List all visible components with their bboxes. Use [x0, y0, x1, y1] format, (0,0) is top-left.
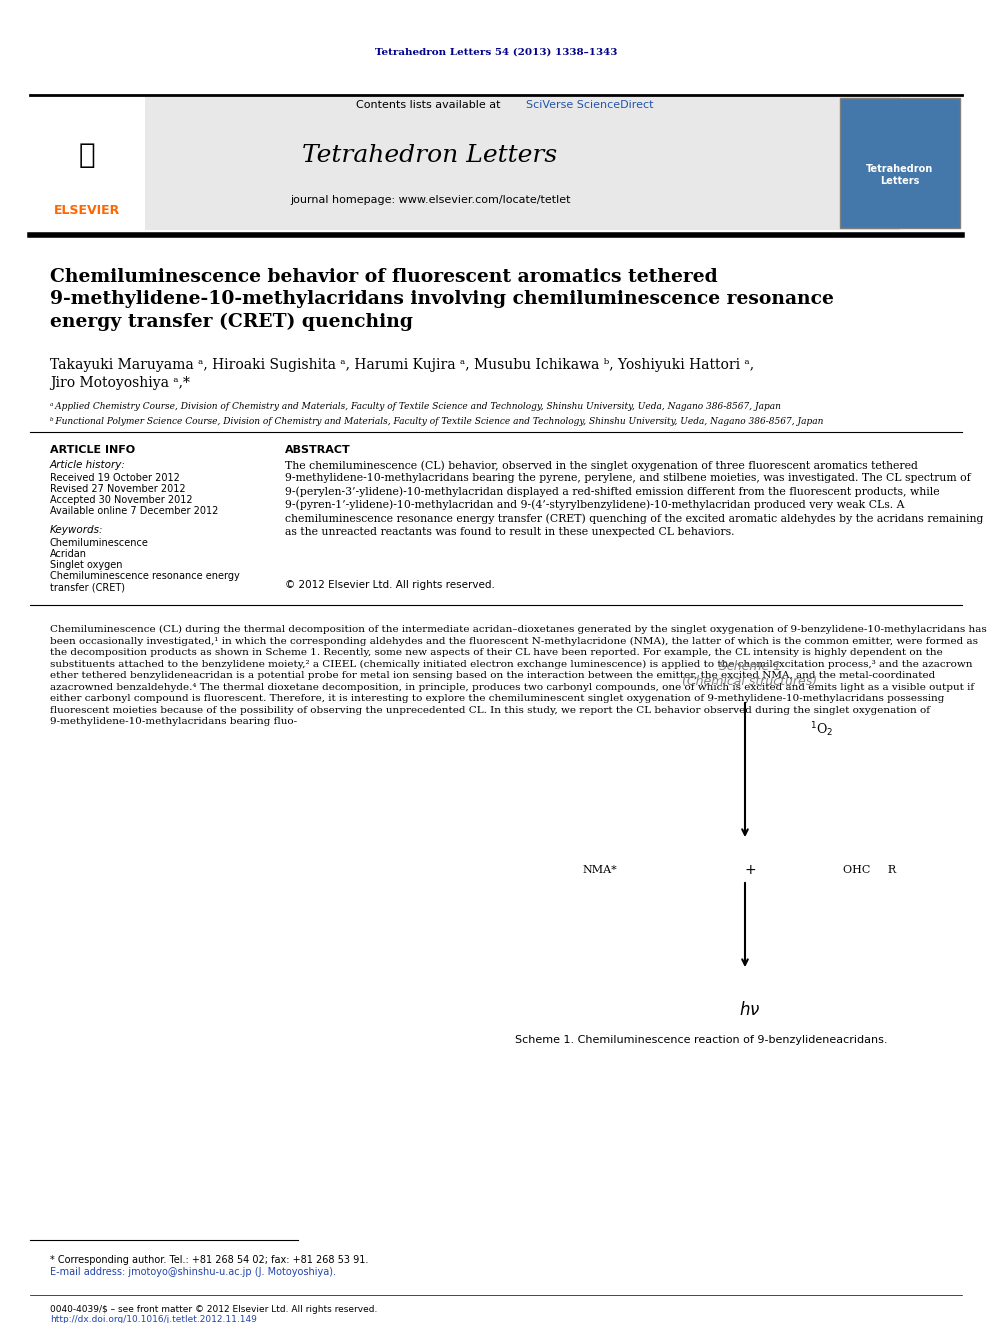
Text: +: + — [744, 863, 756, 877]
Text: http://dx.doi.org/10.1016/j.tetlet.2012.11.149: http://dx.doi.org/10.1016/j.tetlet.2012.… — [50, 1315, 257, 1323]
Text: Chemiluminescence: Chemiluminescence — [50, 538, 149, 548]
Text: © 2012 Elsevier Ltd. All rights reserved.: © 2012 Elsevier Ltd. All rights reserved… — [285, 579, 495, 590]
Text: Scheme 1. Chemiluminescence reaction of 9-benzylideneacridans.: Scheme 1. Chemiluminescence reaction of … — [515, 1035, 888, 1045]
Text: Available online 7 December 2012: Available online 7 December 2012 — [50, 505, 218, 516]
Text: Keywords:: Keywords: — [50, 525, 103, 534]
Text: Received 19 October 2012: Received 19 October 2012 — [50, 474, 180, 483]
Bar — [840, 98, 960, 228]
Text: Contents lists available at: Contents lists available at — [356, 101, 504, 110]
Text: NMA*: NMA* — [582, 865, 617, 875]
Text: Tetrahedron
Letters: Tetrahedron Letters — [866, 164, 933, 185]
Text: E-mail address: jmotoyo@shinshu-u.ac.jp (J. Motoyoshiya).: E-mail address: jmotoyo@shinshu-u.ac.jp … — [50, 1267, 336, 1277]
Text: Accepted 30 November 2012: Accepted 30 November 2012 — [50, 495, 192, 505]
Text: OHC     R: OHC R — [843, 865, 897, 875]
Text: The chemiluminescence (CL) behavior, observed in the singlet oxygenation of thre: The chemiluminescence (CL) behavior, obs… — [285, 460, 983, 537]
Text: $^1$O$_2$: $^1$O$_2$ — [810, 721, 833, 740]
Text: ABSTRACT: ABSTRACT — [285, 445, 351, 455]
Bar — [30, 95, 145, 230]
Text: Tetrahedron Letters: Tetrahedron Letters — [303, 143, 558, 167]
Text: SciVerse ScienceDirect: SciVerse ScienceDirect — [526, 101, 654, 110]
Text: Revised 27 November 2012: Revised 27 November 2012 — [50, 484, 186, 493]
Text: Chemiluminescence resonance energy
transfer (CRET): Chemiluminescence resonance energy trans… — [50, 572, 240, 593]
Text: Tetrahedron Letters 54 (2013) 1338–1343: Tetrahedron Letters 54 (2013) 1338–1343 — [375, 48, 617, 57]
Text: Chemiluminescence (CL) during the thermal decomposition of the intermediate acri: Chemiluminescence (CL) during the therma… — [50, 624, 987, 726]
Text: $h\nu$: $h\nu$ — [739, 1002, 761, 1019]
Text: * Corresponding author. Tel.: +81 268 54 02; fax: +81 268 53 91.: * Corresponding author. Tel.: +81 268 54… — [50, 1256, 368, 1265]
Bar — [30, 95, 900, 230]
Text: Chemiluminescence behavior of fluorescent aromatics tethered
9-methylidene-10-me: Chemiluminescence behavior of fluorescen… — [50, 269, 834, 331]
Text: Singlet oxygen: Singlet oxygen — [50, 560, 122, 570]
Text: ELSEVIER: ELSEVIER — [54, 204, 120, 217]
Text: Acridan: Acridan — [50, 549, 87, 560]
Text: ARTICLE INFO: ARTICLE INFO — [50, 445, 135, 455]
Text: journal homepage: www.elsevier.com/locate/tetlet: journal homepage: www.elsevier.com/locat… — [290, 194, 570, 205]
Text: Scheme 1
(Chemical structures): Scheme 1 (Chemical structures) — [682, 660, 817, 688]
Text: ᵇ Functional Polymer Science Course, Division of Chemistry and Materials, Facult: ᵇ Functional Polymer Science Course, Div… — [50, 417, 823, 426]
Text: Takayuki Maruyama ᵃ, Hiroaki Sugishita ᵃ, Harumi Kujira ᵃ, Musubu Ichikawa ᵇ, Yo: Takayuki Maruyama ᵃ, Hiroaki Sugishita ᵃ… — [50, 359, 754, 390]
Text: ᵃ Applied Chemistry Course, Division of Chemistry and Materials, Faculty of Text: ᵃ Applied Chemistry Course, Division of … — [50, 402, 781, 411]
Bar — [515, 620, 965, 980]
Text: Article history:: Article history: — [50, 460, 126, 470]
Text: 0040-4039/$ – see front matter © 2012 Elsevier Ltd. All rights reserved.: 0040-4039/$ – see front matter © 2012 El… — [50, 1304, 377, 1314]
Text: 🌳: 🌳 — [78, 142, 95, 169]
